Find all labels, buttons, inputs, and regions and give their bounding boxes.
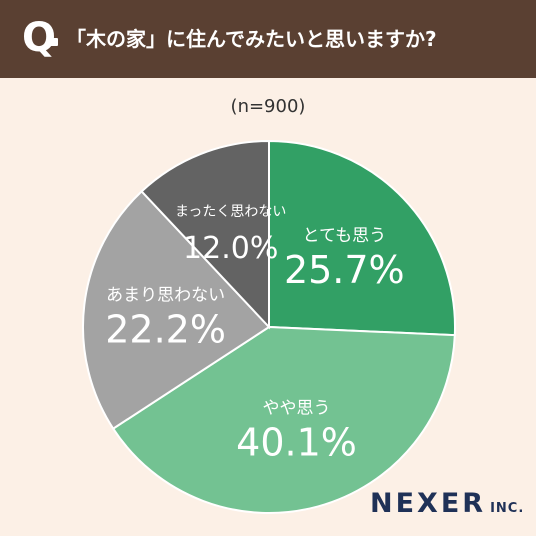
q-dot	[50, 38, 58, 46]
question-title: 「木の家」に住んでみたいと思いますか?	[66, 27, 437, 51]
pie-slice-strongly-agree	[268, 139, 456, 337]
logo-main: NEXER	[370, 488, 487, 519]
nexer-logo: NEXER INC.	[370, 488, 524, 519]
slice-value-somewhat-agree: 40.1%	[236, 421, 357, 465]
slice-label-somewhat-disagree: あまり思わない	[106, 286, 225, 306]
slice-label-somewhat-agree: やや思う	[263, 399, 331, 419]
sample-size-label: (n=900)	[230, 96, 306, 117]
question-header: Q 「木の家」に住んでみたいと思いますか?	[0, 0, 536, 78]
slice-label-strongly-disagree: まったく思わない	[175, 204, 286, 220]
slice-value-strongly-disagree: 12.0%	[183, 231, 278, 266]
slice-label-strongly-agree: とても思う	[302, 226, 386, 246]
slice-value-somewhat-disagree: 22.2%	[105, 308, 226, 352]
logo-sub: INC.	[490, 501, 525, 516]
slice-value-strongly-agree: 25.7%	[284, 248, 405, 292]
pie-slice-somewhat-disagree	[82, 189, 271, 431]
pie-slice-strongly-disagree	[140, 139, 270, 330]
